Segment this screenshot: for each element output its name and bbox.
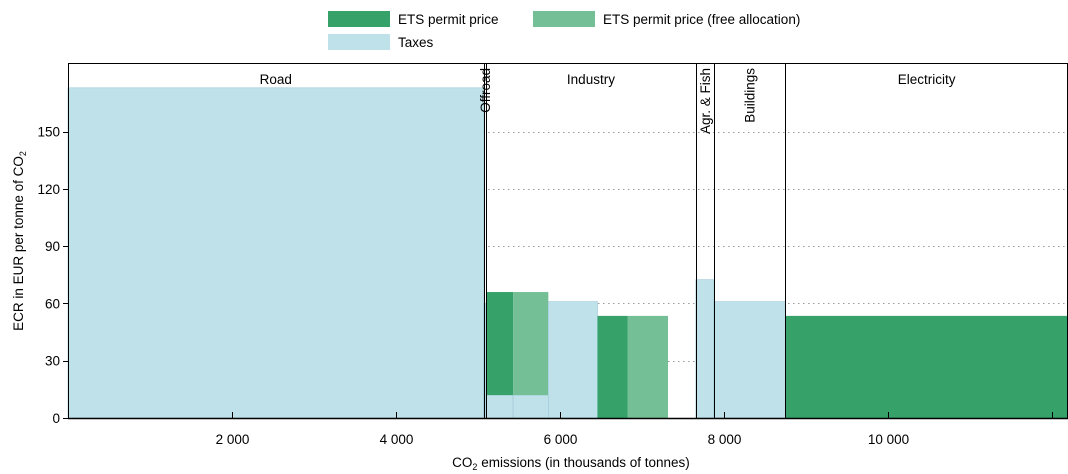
- x-axis-ticks: 2 000 4 000 6 000 8 000 10 000: [216, 412, 1053, 447]
- sector-label: Road: [260, 72, 292, 87]
- x-tick-label: 10 000: [868, 432, 909, 447]
- legend-swatch-ets-free: [533, 11, 595, 27]
- bar-segment-taxes: [548, 301, 598, 419]
- bar-segment-taxes: [512, 394, 549, 419]
- bar-segment-taxes: [485, 394, 514, 419]
- legend-label-ets-free: ETS permit price (free allocation): [603, 12, 800, 27]
- sector-label: Offroad: [478, 68, 493, 113]
- legend-label-taxes: Taxes: [398, 35, 434, 50]
- x-tick-label: 8 000: [708, 432, 742, 447]
- bar-segment-ets: [486, 292, 514, 396]
- x-tick-label: 6 000: [544, 432, 578, 447]
- y-axis-ticks: 0 30 60 90 120 150: [37, 125, 68, 426]
- y-axis-title-prefix: ECR in EUR per tonne of CO: [11, 156, 26, 331]
- x-axis-title-prefix: CO: [452, 455, 472, 470]
- bar-segment-ets-free: [513, 292, 549, 396]
- bar-segment-ets: [785, 315, 1068, 418]
- x-tick-label: 2 000: [216, 432, 250, 447]
- legend-label-ets: ETS permit price: [398, 12, 499, 27]
- y-tick-label: 90: [45, 239, 60, 254]
- x-axis-title-subscript: 2: [472, 462, 477, 472]
- y-tick-label: 150: [37, 125, 60, 140]
- sector-dividers: [484, 63, 786, 418]
- sector-label: Buildings: [743, 68, 758, 123]
- y-tick-label: 0: [52, 411, 60, 426]
- bar-segment-ets: [597, 315, 628, 418]
- x-axis-title: CO2 emissions (in thousands of tonnes): [452, 455, 690, 472]
- y-axis-title: ECR in EUR per tonne of CO2: [11, 151, 28, 331]
- y-tick-label: 30: [45, 354, 60, 369]
- bar-segment-taxes: [67, 87, 484, 419]
- y-tick-label: 120: [37, 182, 60, 197]
- bar-segment-taxes: [713, 301, 786, 419]
- sector-label: Industry: [567, 72, 615, 87]
- y-axis-title-subscript: 2: [18, 151, 28, 156]
- x-tick-label: 4 000: [380, 432, 414, 447]
- legend-swatch-taxes: [328, 34, 390, 50]
- bar-segment-ets-free: [627, 315, 668, 418]
- sector-label: Agr. & Fish: [698, 68, 713, 134]
- sector-labels: Road Offroad Industry Agr. & Fish Buildings E…: [260, 68, 956, 134]
- sector-label: Electricity: [898, 72, 956, 87]
- legend: ETS permit price ETS permit price (free …: [328, 11, 800, 50]
- legend-swatch-ets: [328, 11, 390, 27]
- y-tick-label: 60: [45, 296, 60, 311]
- bars: [67, 87, 1068, 419]
- bar-segment-taxes: [695, 279, 715, 419]
- x-axis-title-suffix: emissions (in thousands of tonnes): [477, 455, 689, 470]
